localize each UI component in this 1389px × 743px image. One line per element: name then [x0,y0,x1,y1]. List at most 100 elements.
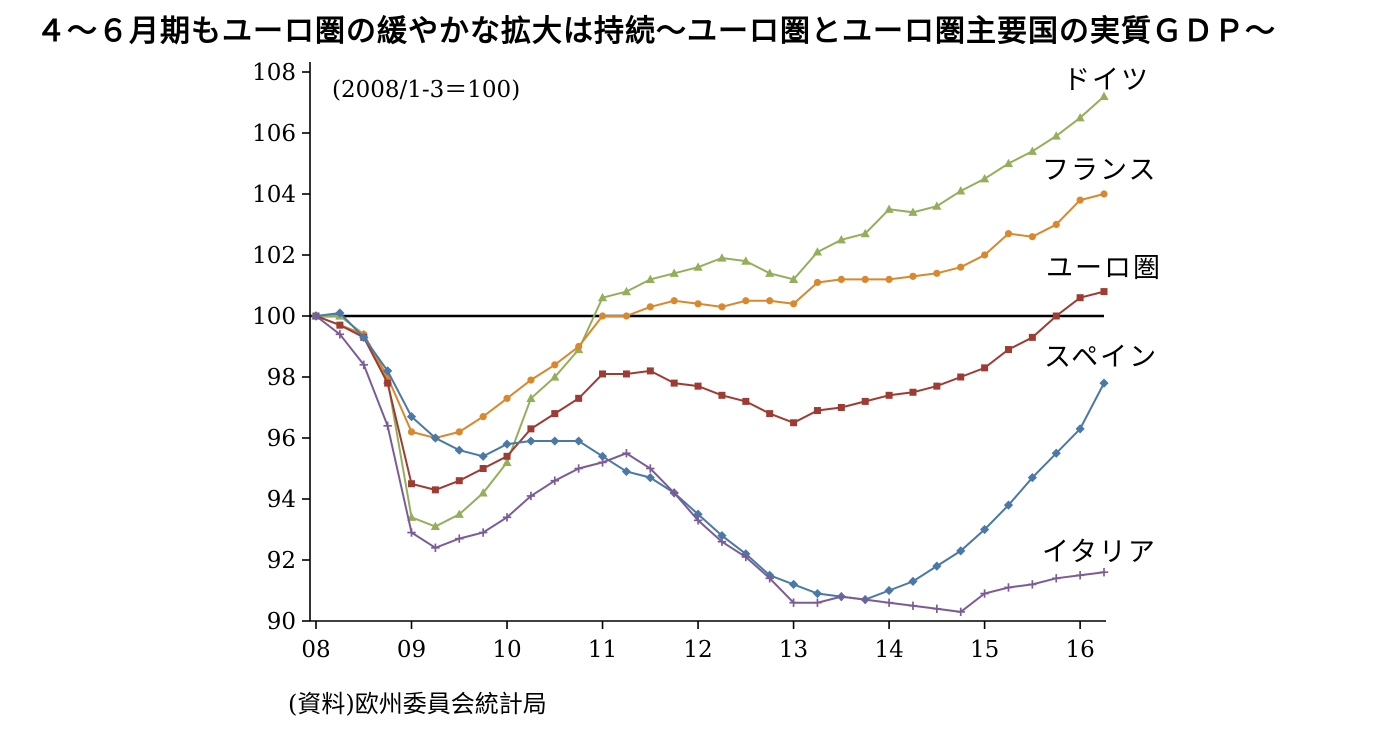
marker-diamond [454,445,464,455]
marker-square [909,388,917,396]
marker-square [885,391,893,399]
marker-diamond [430,433,440,443]
series-line-ユーロ圏 [315,290,1105,491]
marker-diamond [1051,448,1061,458]
marker-triangle [1027,146,1037,155]
marker-circle [789,300,798,308]
marker-square [1028,333,1036,341]
marker-diamond [1027,473,1037,483]
marker-circle [766,297,774,305]
series-label-germany: ドイツ [1063,65,1150,96]
x-tick-label: 09 [397,637,426,663]
marker-diamond [956,546,966,556]
marker-square [670,379,678,387]
marker-circle [909,272,917,280]
marker-diamond [1075,424,1085,434]
y-tick-label: 106 [252,121,296,147]
marker-circle [622,312,631,320]
marker-circle [742,297,750,305]
marker-circle [479,413,487,421]
marker-circle [694,300,702,308]
marker-triangle [884,204,894,213]
marker-triangle [1003,158,1014,168]
marker-diamond [812,588,823,599]
y-tick-label: 102 [252,243,296,269]
marker-circle [861,275,869,283]
marker-square [455,477,463,485]
marker-circle [718,303,726,311]
marker-square [718,391,726,399]
marker-circle [1100,190,1108,198]
marker-diamond [406,412,417,422]
marker-diamond [788,579,799,589]
marker-square [336,321,344,329]
marker-triangle [478,488,488,497]
marker-triangle [669,268,679,277]
marker-diamond [645,473,655,483]
marker-circle [575,342,583,351]
marker-square [479,465,487,472]
marker-square [622,370,630,378]
marker-triangle [1051,131,1061,140]
marker-triangle [454,509,464,518]
marker-circle [527,376,535,384]
marker-triangle [765,268,775,277]
marker-square [790,419,798,427]
marker-square [837,404,845,411]
series-line-スペイン [315,311,1105,601]
marker-square [527,425,535,433]
x-tick-label: 14 [874,637,903,663]
marker-square [599,370,607,378]
marker-diamond [980,524,990,535]
marker-triangle [741,256,751,265]
marker-triangle [645,274,655,283]
marker-square [575,394,583,402]
x-tick-label: 11 [588,637,617,663]
marker-diamond [359,332,369,342]
marker-square [1076,294,1084,302]
marker-triangle [693,262,703,271]
marker-circle [598,312,607,320]
marker-triangle [597,292,608,302]
marker-diamond [574,436,584,446]
marker-square [408,480,416,488]
marker-square [1004,346,1012,354]
marker-circle [957,263,965,271]
y-tick-label: 96 [267,426,296,452]
y-tick-label: 108 [252,60,296,86]
series-line-フランス [315,193,1105,440]
y-tick-label: 100 [252,304,296,330]
series-label-france: フランス [1042,155,1158,186]
marker-circle [981,251,989,259]
marker-circle [503,394,511,402]
marker-diamond [526,436,536,446]
x-tick-label: 15 [970,637,999,663]
marker-circle [1052,220,1060,229]
x-tick-label: 12 [683,637,712,663]
marker-diamond [884,585,894,596]
marker-triangle [430,521,440,531]
marker-square [551,410,559,418]
marker-triangle [502,457,512,466]
marker-circle [455,428,463,436]
marker-square [431,486,439,494]
x-tick-label: 10 [492,637,521,663]
marker-circle [407,428,416,436]
marker-square [861,397,869,405]
marker-circle [551,361,559,369]
marker-triangle [1075,112,1085,122]
marker-diamond [383,366,393,376]
marker-square [957,373,965,381]
marker-square [694,382,702,390]
y-tick-label: 104 [252,182,296,208]
y-tick-label: 90 [267,609,296,635]
marker-diamond [932,561,942,571]
series-line-イタリア [315,315,1105,613]
marker-diamond [550,436,560,446]
marker-square [1052,312,1060,320]
page-title: ４～６月期もユーロ圏の緩やかな拡大は持続～ユーロ圏とユーロ圏主要国の実質ＧＤＰ～ [36,14,1276,49]
marker-square [766,410,774,418]
marker-square [384,379,392,387]
marker-diamond [502,439,512,449]
